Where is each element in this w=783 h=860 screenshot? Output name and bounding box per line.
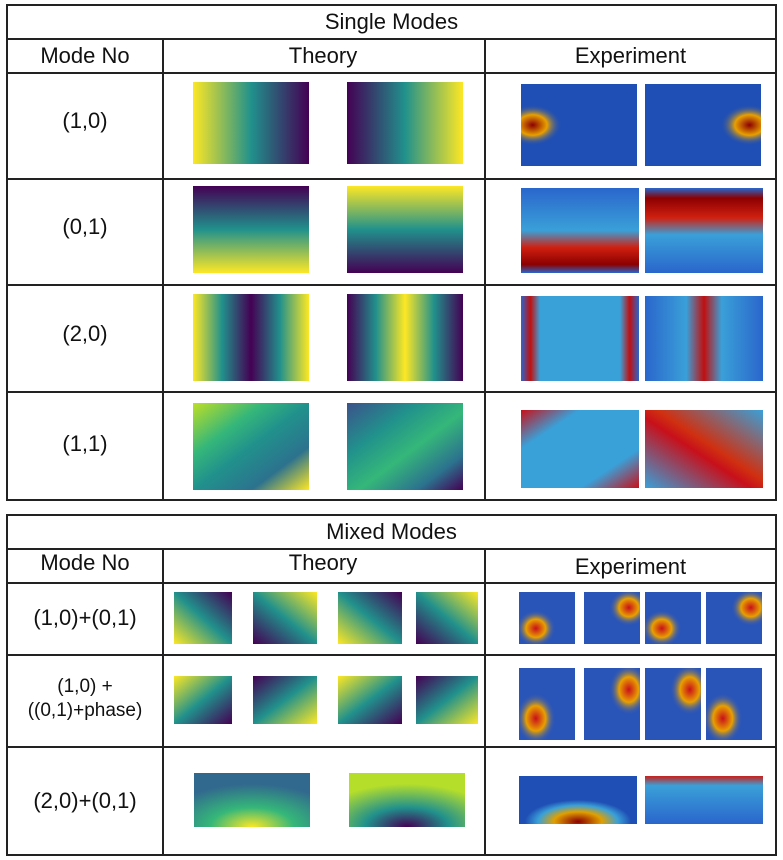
theory-plot: [347, 403, 463, 490]
theory-plot: [253, 676, 317, 724]
theory-plot: [338, 592, 402, 644]
experiment-header: Experiment: [574, 43, 687, 68]
mode-label: (2,0): [62, 321, 108, 346]
experiment-hotspot: [519, 668, 575, 740]
column-divider: [162, 38, 164, 499]
experiment-image: [521, 296, 639, 381]
experiment-hotspot: [706, 668, 762, 740]
experiment-hotspot: [519, 592, 575, 644]
experiment-header: Experiment: [574, 554, 687, 579]
column-divider: [162, 548, 164, 854]
experiment-image: [519, 776, 637, 824]
theory-plot: [349, 773, 465, 827]
mode-label: (1,1): [62, 431, 108, 456]
experiment-hotspot: [706, 592, 762, 644]
single-modes-table: Single Modes Mode No Theory Experiment (…: [6, 4, 777, 501]
theory-plot: [194, 773, 310, 827]
mode-label: (1,0)+(0,1): [33, 605, 137, 630]
experiment-image: [645, 296, 763, 381]
mode-label: (2,0)+(0,1): [33, 788, 137, 813]
column-divider: [484, 38, 486, 499]
theory-plot: [193, 403, 309, 490]
header-divider: [8, 582, 775, 584]
theory-plot: [253, 592, 317, 644]
mode-label-line1: (1,0) +: [57, 676, 113, 697]
theory-plot: [347, 186, 463, 273]
column-divider: [484, 548, 486, 854]
theory-plot: [347, 294, 463, 381]
theory-plot: [193, 294, 309, 381]
single-modes-title: Single Modes: [8, 6, 775, 40]
theory-plot: [338, 676, 402, 724]
row-divider: [8, 178, 775, 180]
mixed-modes-title: Mixed Modes: [8, 516, 775, 550]
mode-label-line2: ((0,1)+phase): [27, 700, 143, 721]
experiment-hotspot: [584, 668, 640, 740]
single-modes-plots: [193, 82, 763, 490]
header-divider: [8, 72, 775, 74]
mode-label: (0,1): [62, 214, 108, 239]
experiment-hotspot: [645, 592, 701, 644]
theory-plot: [416, 592, 478, 644]
theory-plot: [193, 186, 309, 273]
experiment-hotspot: [521, 84, 637, 166]
theory-plot: [416, 676, 478, 724]
theory-header: Theory: [288, 550, 358, 575]
mode-no-header: Mode No: [40, 550, 130, 575]
experiment-image: [645, 188, 763, 273]
row-divider: [8, 391, 775, 393]
mode-label: (1,0): [62, 108, 108, 133]
row-divider: [8, 284, 775, 286]
mixed-modes-plots: [174, 592, 763, 827]
theory-plot: [193, 82, 309, 164]
row-divider: [8, 654, 775, 656]
experiment-hotspot: [584, 592, 640, 644]
experiment-image: [521, 188, 639, 273]
mixed-modes-table: Mixed Modes Mode No Theory Experiment (1…: [6, 514, 777, 856]
row-divider: [8, 746, 775, 748]
experiment-image: [645, 410, 763, 488]
experiment-hotspot: [645, 668, 701, 740]
theory-plot: [174, 592, 232, 644]
experiment-image: [645, 776, 763, 824]
experiment-image: [521, 410, 639, 488]
theory-plot: [174, 676, 232, 724]
mode-no-header: Mode No: [40, 43, 130, 68]
experiment-hotspot: [645, 84, 761, 166]
theory-header: Theory: [288, 43, 358, 68]
theory-plot: [347, 82, 463, 164]
